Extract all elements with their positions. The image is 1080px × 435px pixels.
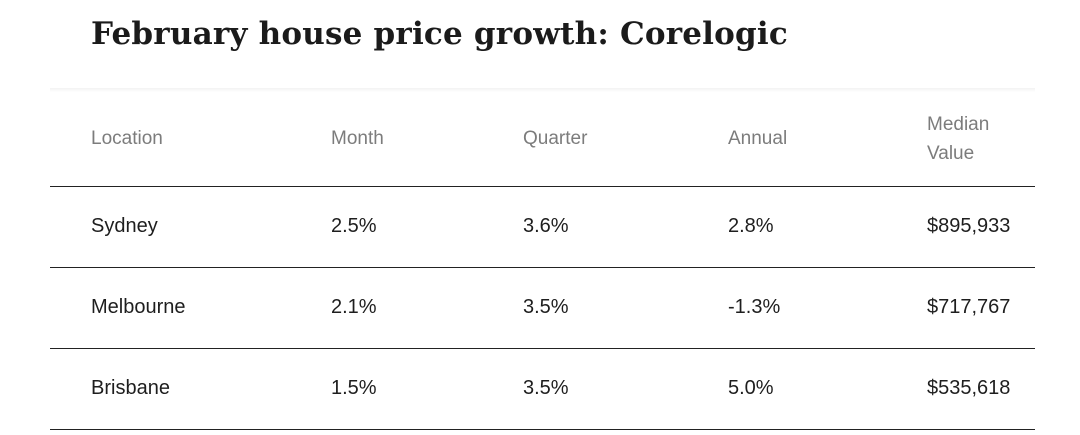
cell-annual: 5.0% xyxy=(728,377,774,399)
cell-month: 1.5% xyxy=(331,377,377,399)
table-row: Melbourne 2.1% 3.5% -1.3% $717,767 xyxy=(50,267,1035,348)
cell-annual: -1.3% xyxy=(728,296,781,318)
cell-location: Sydney xyxy=(91,215,158,237)
table-header-row: Location Month Quarter Annual Median Val… xyxy=(50,92,1035,186)
cell-quarter: 3.5% xyxy=(523,296,569,318)
cell-quarter: 3.5% xyxy=(523,377,569,399)
header-median-line1: Median xyxy=(927,113,990,135)
cell-median: $717,767 xyxy=(927,296,1011,318)
cell-median: $895,933 xyxy=(927,215,1011,237)
header-month: Month xyxy=(331,128,384,150)
table-top-shadow xyxy=(50,88,1035,92)
cell-annual: 2.8% xyxy=(728,215,774,237)
header-location: Location xyxy=(91,128,163,150)
header-median-value: Median Value xyxy=(927,92,1035,186)
header-quarter: Quarter xyxy=(523,128,588,150)
cell-location: Melbourne xyxy=(91,296,186,318)
table-row: Brisbane 1.5% 3.5% 5.0% $535,618 xyxy=(50,348,1035,429)
table-row: Sydney 2.5% 3.6% 2.8% $895,933 xyxy=(50,186,1035,267)
cell-quarter: 3.6% xyxy=(523,215,569,237)
header-median-line2: Value xyxy=(927,142,975,164)
cell-month: 2.1% xyxy=(331,296,377,318)
price-growth-table-container: Location Month Quarter Annual Median Val… xyxy=(50,88,1035,430)
cell-median: $535,618 xyxy=(927,377,1011,399)
header-annual: Annual xyxy=(728,128,788,150)
cell-month: 2.5% xyxy=(331,215,377,237)
cell-location: Brisbane xyxy=(91,377,170,399)
page-title: February house price growth: Corelogic xyxy=(91,16,788,52)
price-growth-table: Location Month Quarter Annual Median Val… xyxy=(50,92,1035,430)
